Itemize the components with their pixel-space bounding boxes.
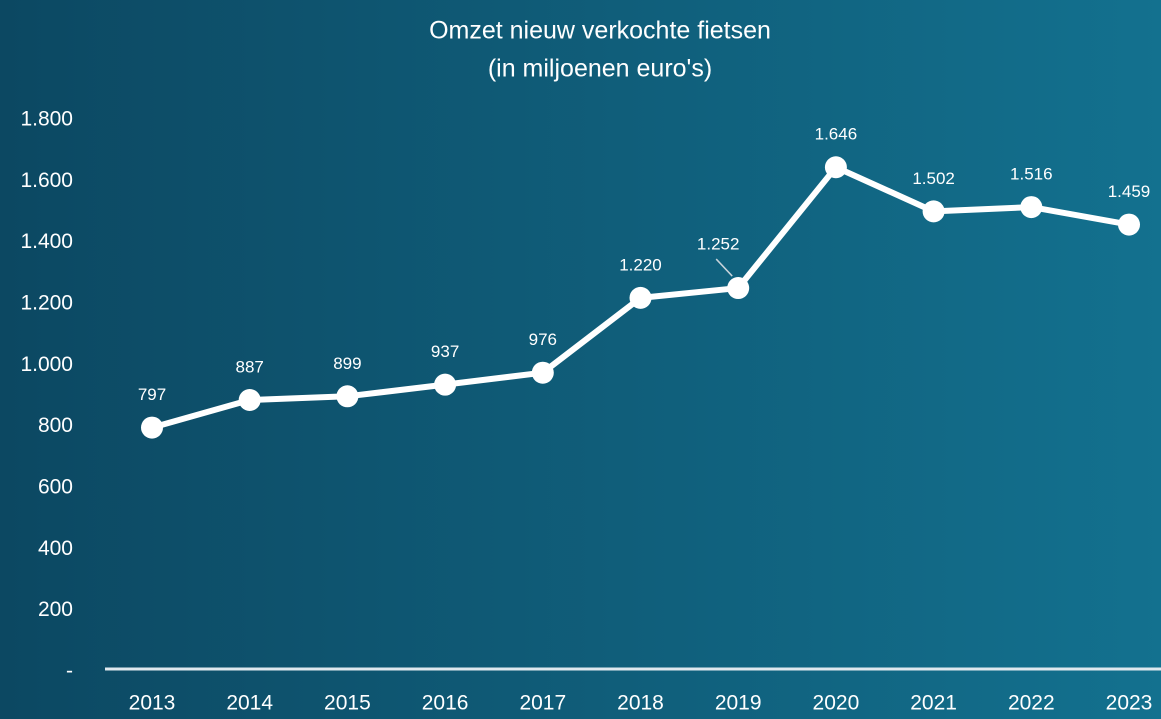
value-label: 1.516 [1010,165,1053,184]
x-tick-label: 2019 [715,692,762,715]
y-tick-label: - [66,660,73,683]
value-label: 1.502 [912,169,955,188]
point [629,286,652,309]
value-label: 1.220 [619,255,662,274]
x-tick-label: 2017 [519,692,566,715]
y-tick-label: 1.000 [20,353,73,376]
value-label: 1.459 [1108,182,1151,201]
value-label: 797 [138,385,166,404]
x-tick-label: 2013 [129,692,176,715]
y-tick-label: 800 [38,414,73,437]
point [1118,213,1140,236]
point [1020,196,1043,219]
x-tick-label: 2020 [813,692,860,715]
value-label: 1.252 [697,235,740,254]
x-tick-label: 2023 [1106,692,1153,715]
label-leader [715,258,733,277]
x-tick-label: 2018 [617,692,664,715]
y-tick-label: 1.200 [20,292,73,315]
x-tick-label: 2022 [1008,692,1055,715]
point [824,156,847,179]
chart-subtitle: (in miljoenen euro's) [488,55,712,83]
value-label: 1.646 [815,125,858,144]
y-tick-label: 600 [38,476,73,499]
point [727,277,750,300]
value-label: 976 [529,330,557,349]
x-tick-label: 2014 [226,692,273,715]
point [238,388,261,411]
y-tick-label: 1.800 [20,108,73,131]
y-tick-label: 1.400 [20,230,73,253]
y-tick-label: 1.600 [20,169,73,192]
chart-title: Omzet nieuw verkochte fietsen [429,17,771,45]
y-tick-label: 200 [38,598,73,621]
value-label: 899 [333,354,361,373]
value-label: 937 [431,342,459,361]
point [922,200,945,223]
point [141,416,163,439]
x-tick-label: 2015 [324,692,371,715]
x-tick-label: 2016 [422,692,469,715]
point [434,373,457,396]
y-tick-label: 400 [38,537,73,560]
value-label: 887 [236,357,264,376]
point [336,385,359,408]
x-tick-label: 2021 [910,692,957,715]
point [531,361,554,384]
